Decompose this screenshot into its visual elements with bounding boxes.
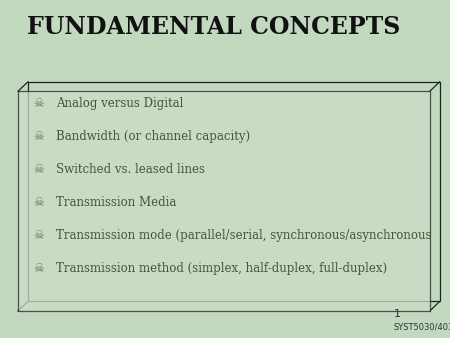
Text: Transmission method (simplex, half-duplex, full-duplex): Transmission method (simplex, half-duple… (56, 262, 387, 275)
Text: ☠: ☠ (34, 163, 44, 176)
Text: Transmission mode (parallel/serial, synchronous/asynchronous: Transmission mode (parallel/serial, sync… (56, 229, 432, 242)
Text: FUNDAMENTAL CONCEPTS: FUNDAMENTAL CONCEPTS (27, 15, 400, 39)
Text: Bandwidth (or channel capacity): Bandwidth (or channel capacity) (56, 130, 250, 143)
Text: 1: 1 (394, 309, 401, 319)
Text: ☠: ☠ (34, 262, 44, 275)
Text: Transmission Media: Transmission Media (56, 196, 176, 209)
Text: SYST5030/4030: SYST5030/4030 (394, 323, 450, 332)
Text: ☠: ☠ (34, 196, 44, 209)
Text: ☠: ☠ (34, 130, 44, 143)
Bar (18, 91, 430, 311)
Text: ☠: ☠ (34, 97, 44, 110)
Text: ☠: ☠ (34, 229, 44, 242)
Text: Analog versus Digital: Analog versus Digital (56, 97, 184, 110)
Text: Switched vs. leased lines: Switched vs. leased lines (56, 163, 205, 176)
